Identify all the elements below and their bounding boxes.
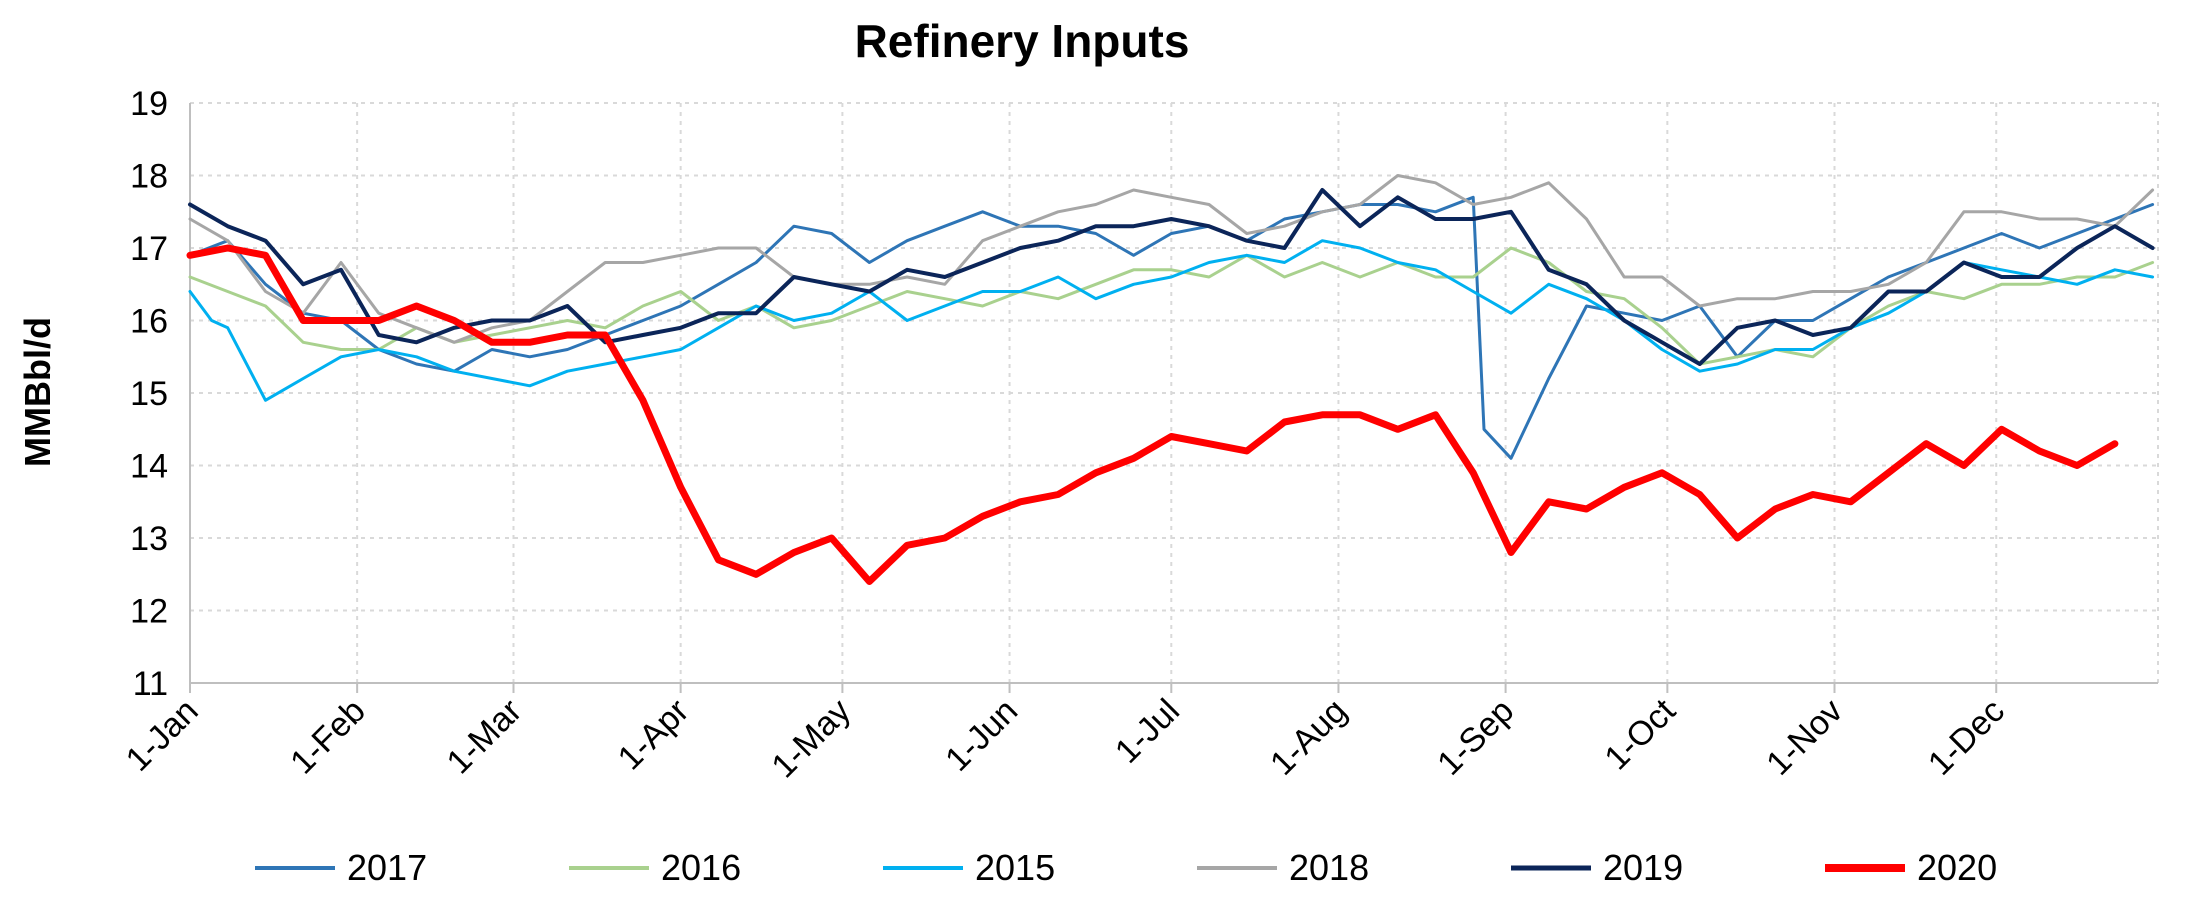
x-tick-label: 1-Mar bbox=[440, 692, 530, 782]
y-tick-labels: 11 12 13 14 15 16 17 18 19 bbox=[130, 85, 168, 703]
y-tick-label: 16 bbox=[130, 303, 168, 341]
y-tick-label: 18 bbox=[130, 158, 168, 196]
y-tick-label: 13 bbox=[130, 520, 168, 558]
legend-label-2017: 2017 bbox=[347, 847, 427, 888]
series-line-2019 bbox=[188, 188, 2155, 366]
y-tick-label: 14 bbox=[130, 448, 168, 486]
y-tick-label: 11 bbox=[133, 665, 168, 703]
series-line-2016 bbox=[188, 246, 2155, 366]
chart-title: Refinery Inputs bbox=[855, 15, 1190, 67]
legend-label-2019: 2019 bbox=[1603, 847, 1683, 888]
series-line-2017 bbox=[188, 195, 2155, 460]
y-tick-label: 15 bbox=[130, 375, 168, 413]
gridlines bbox=[190, 102, 2159, 683]
x-tick-label: 1-Jan bbox=[119, 692, 206, 779]
series-line-2015 bbox=[188, 239, 2155, 402]
x-tick-label: 1-Jul bbox=[1108, 692, 1187, 771]
x-tick-label: 1-Oct bbox=[1597, 691, 1683, 777]
legend-label-2016: 2016 bbox=[661, 847, 741, 888]
legend-label-2020: 2020 bbox=[1917, 847, 1997, 888]
x-tick-labels: 1-Jan 1-Feb 1-Mar 1-Apr 1-May 1-Jun 1-Jul 1-Aug… bbox=[119, 691, 2012, 785]
series-lines bbox=[186, 174, 2155, 585]
series-line-2020 bbox=[186, 244, 2119, 585]
x-tick-label: 1-Feb bbox=[283, 692, 373, 782]
y-tick-label: 19 bbox=[130, 85, 168, 123]
legend-label-2018: 2018 bbox=[1289, 847, 1369, 888]
x-tick-label: 1-May bbox=[764, 692, 858, 786]
x-tick-label: 1-Aug bbox=[1263, 692, 1354, 783]
x-tick-label: 1-Sep bbox=[1430, 692, 1521, 783]
legend: 2017 2016 2015 2018 2019 2020 bbox=[255, 847, 1997, 888]
axes bbox=[189, 103, 2158, 693]
x-tick-label: 1-Apr bbox=[611, 692, 697, 778]
y-tick-label: 12 bbox=[130, 593, 168, 631]
legend-label-2015: 2015 bbox=[975, 847, 1055, 888]
series-line-2018 bbox=[188, 174, 2155, 344]
y-axis-title: MMBbl/d bbox=[17, 317, 58, 467]
x-tick-label: 1-Nov bbox=[1759, 692, 1850, 783]
x-tick-label: 1-Jun bbox=[938, 692, 1025, 779]
y-tick-label: 17 bbox=[130, 230, 168, 268]
x-tick-label: 1-Dec bbox=[1921, 692, 2012, 783]
